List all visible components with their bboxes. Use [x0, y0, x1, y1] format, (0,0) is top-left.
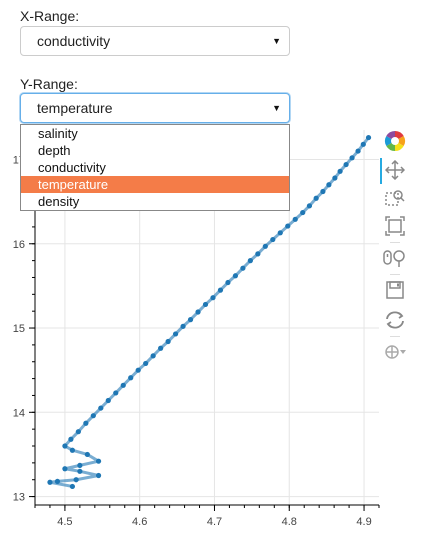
dropdown-option-depth[interactable]: depth [38, 143, 71, 158]
data-point [69, 483, 75, 490]
toolbar-separator [390, 336, 400, 337]
data-point [313, 195, 319, 201]
data-point [332, 175, 338, 181]
data-point [90, 413, 96, 419]
data-point [128, 375, 134, 381]
data-point [365, 134, 372, 141]
data-point [62, 443, 68, 449]
data-point [195, 309, 201, 315]
wheel-zoom-icon[interactable] [380, 248, 410, 274]
x-tick-label: 4.6 [132, 516, 147, 528]
save-icon[interactable] [380, 280, 410, 306]
data-point [84, 451, 90, 458]
data-point [292, 216, 298, 222]
data-point [75, 429, 81, 435]
data-point [285, 223, 291, 229]
data-point [232, 273, 239, 279]
dropdown-option-salinity[interactable]: salinity [38, 126, 78, 141]
data-point [306, 203, 313, 209]
data-point [202, 301, 209, 308]
y-tick-label: 13 [13, 492, 25, 504]
data-point [77, 468, 83, 474]
y-tick-label: 16 [13, 239, 25, 251]
data-point [326, 182, 332, 188]
x-tick-label: 4.8 [282, 516, 297, 528]
data-point [77, 462, 83, 468]
hover-icon[interactable] [380, 342, 410, 368]
data-point [360, 141, 366, 147]
box-zoom-icon[interactable] [380, 188, 410, 214]
y-range-label: Y-Range: [20, 76, 78, 92]
data-point [62, 466, 68, 472]
dropdown-option-conductivity[interactable]: conductivity [38, 160, 106, 175]
x-range-chevron-down-icon: ▼ [272, 36, 281, 46]
data-point [120, 382, 126, 388]
data-point [83, 420, 89, 426]
x-tick-label: 4.7 [207, 516, 222, 528]
data-point [240, 265, 246, 271]
data-point [300, 209, 306, 216]
data-point [210, 295, 216, 301]
y-range-select[interactable]: temperature ▼ [20, 93, 290, 123]
data-point [135, 367, 141, 373]
data-point [95, 458, 102, 464]
zoom-fit-icon[interactable] [380, 216, 410, 242]
y-range-dropdown: salinity depth conductivity temperature … [20, 124, 290, 211]
x-range-select[interactable]: conductivity ▼ [20, 26, 290, 56]
data-point [143, 360, 149, 367]
data-point [158, 345, 164, 351]
data-point [277, 230, 283, 236]
data-point [187, 317, 194, 323]
data-point [320, 188, 326, 195]
data-point [113, 390, 119, 396]
data-point [95, 472, 102, 479]
y-range-value: temperature [37, 100, 113, 116]
data-point [355, 148, 361, 154]
y-tick-label: 15 [13, 323, 25, 335]
data-point [217, 287, 224, 293]
dropdown-option-temperature[interactable]: temperature [21, 176, 289, 193]
data-point [180, 323, 186, 329]
data-point [54, 478, 61, 485]
y-tick-label: 14 [13, 407, 25, 419]
x-tick-label: 4.5 [57, 516, 72, 528]
active-tool-indicator [380, 158, 382, 184]
data-series [47, 134, 372, 490]
data-point [255, 251, 261, 257]
data-point [270, 236, 276, 243]
data-point [150, 353, 156, 359]
data-point [337, 168, 343, 174]
bokeh-logo-icon[interactable] [380, 130, 410, 156]
y-range-chevron-down-icon: ▼ [272, 103, 281, 113]
data-point [349, 155, 355, 161]
x-range-label: X-Range: [20, 8, 80, 24]
x-range-value: conductivity [37, 33, 111, 49]
data-point [165, 338, 171, 345]
data-point [69, 447, 75, 453]
data-point [262, 243, 268, 249]
data-point [343, 161, 349, 168]
data-point [73, 477, 79, 483]
dropdown-option-density[interactable]: density [38, 194, 80, 209]
x-tick-label: 4.9 [356, 516, 371, 528]
toolbar-separator [390, 274, 400, 275]
data-point [172, 331, 179, 337]
data-point [225, 279, 231, 286]
data-point [68, 436, 74, 442]
data-point [247, 258, 253, 264]
reset-icon[interactable] [380, 310, 410, 336]
pan-icon[interactable] [380, 160, 410, 186]
data-point [105, 397, 111, 404]
data-point [98, 405, 104, 411]
toolbar-separator [390, 242, 400, 243]
data-point [47, 479, 53, 485]
